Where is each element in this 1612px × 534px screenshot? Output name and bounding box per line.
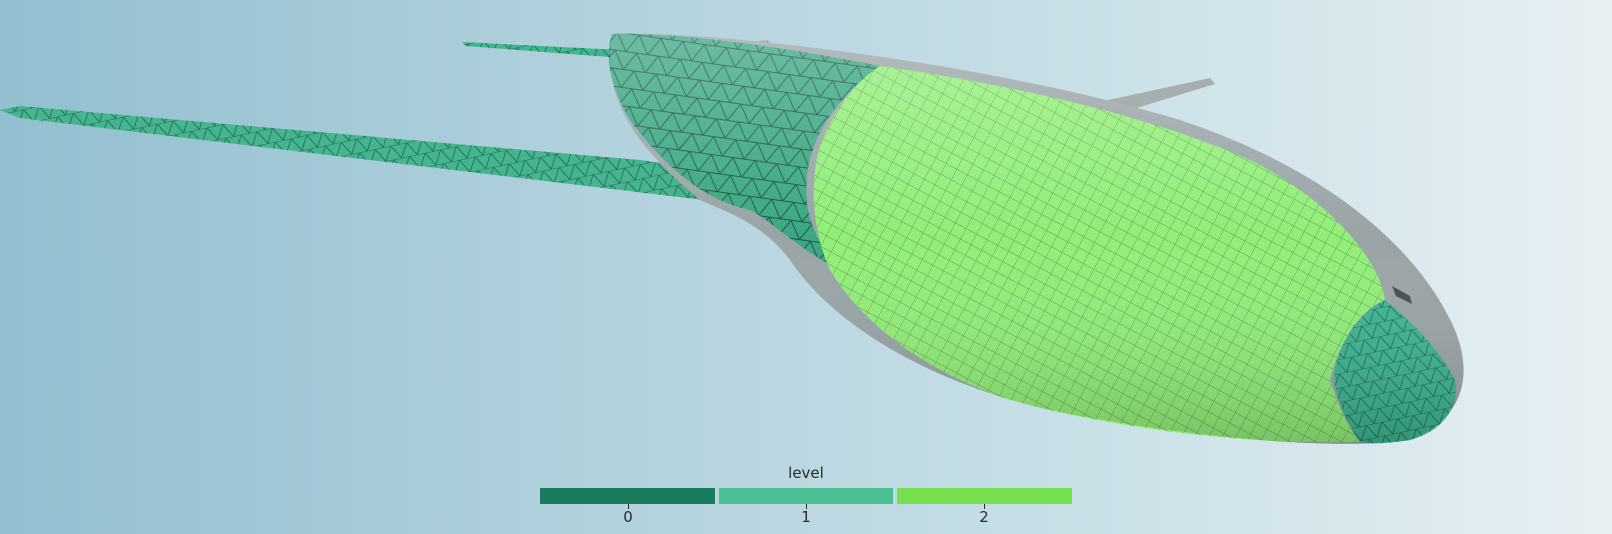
legend-ticks: 0 1 2 — [540, 504, 1072, 530]
legend-tick-0: 0 — [608, 504, 648, 525]
cockpit-window — [1392, 286, 1412, 304]
legend-tick-label: 1 — [801, 508, 811, 526]
legend-tick-label: 2 — [979, 508, 989, 526]
far-wing-tip — [1090, 78, 1215, 110]
legend-tick-2: 2 — [964, 504, 1004, 525]
legend-swatch-level-1 — [718, 488, 894, 504]
legend-color-bar — [540, 488, 1073, 504]
legend-title: level — [788, 464, 824, 482]
legend-swatch-level-2 — [897, 488, 1073, 504]
legend-tick-1: 1 — [786, 504, 826, 525]
legend-swatch-level-0 — [540, 488, 715, 504]
legend-tick-label: 0 — [623, 508, 633, 526]
color-legend: level 0 1 2 — [540, 464, 1073, 530]
